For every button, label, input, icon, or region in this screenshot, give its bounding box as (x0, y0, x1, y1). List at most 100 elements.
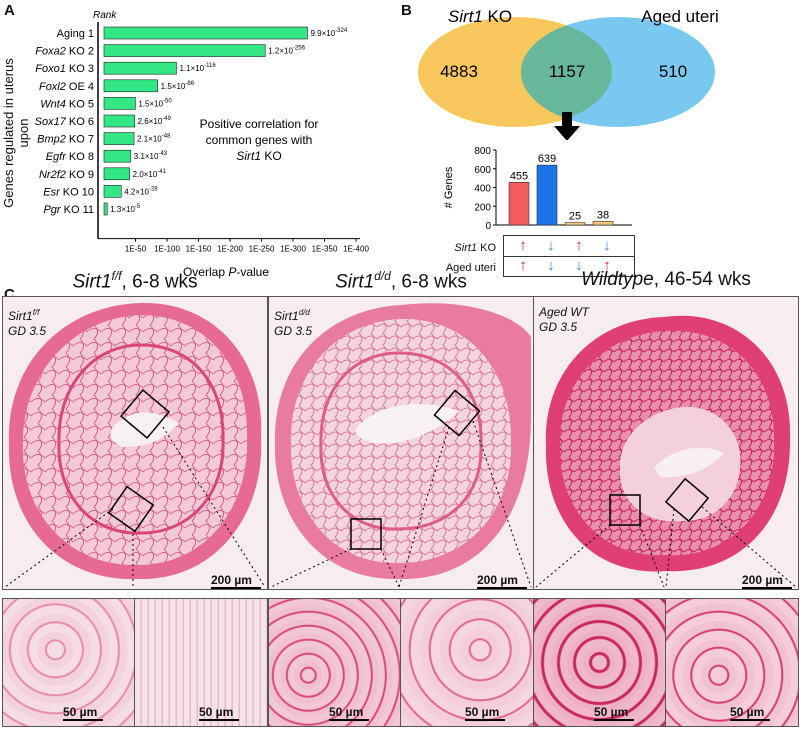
y-tick-label-b: 600 (474, 165, 491, 176)
arrow-down-icon: ↓ (547, 237, 555, 254)
value-label: 2.1×10-48 (137, 134, 171, 144)
value-label: 3.1×10-43 (134, 151, 168, 161)
category-label: Esr KO 10 (43, 186, 94, 198)
tissue-image-1 (4, 302, 266, 588)
y-tick-label-b: 0 (485, 221, 491, 232)
scale-bar-50-2a: 50 µm (329, 705, 369, 721)
y-tick-label-b: 800 (474, 146, 491, 157)
category-label: Nr2f2 KO 9 (39, 169, 94, 181)
category-label: Foxo1 KO 3 (35, 63, 94, 75)
venn-overlap-count: 1157 (549, 62, 586, 81)
category-label: Bmp2 KO 7 (37, 134, 94, 146)
category-label: Egfr KO 8 (46, 151, 94, 163)
row-label-aged: Aged uteri (445, 262, 496, 274)
zoom-row-2: 50 µm 50 µm (268, 598, 534, 727)
x-tick-label: 1E-50 (125, 245, 147, 254)
bar-esr (103, 185, 122, 198)
panel-c3-title: Wildtype, 46-54 wks (581, 269, 751, 290)
arrow-grid: ↑ ↓ ↑ ↓ ↑ ↓ ↓ ↑ (503, 235, 635, 277)
bar-foxl2 (103, 79, 158, 93)
bar-nr2f2 (103, 167, 130, 181)
arrow-up-icon: ↑ (519, 257, 527, 274)
scale-bar-200-1: 200 µm (211, 573, 261, 589)
value-label: 1.5×10-50 (138, 98, 172, 108)
venn-overlap (521, 17, 612, 127)
bar-foxa2 (103, 44, 266, 57)
value-label: 2.0×10-41 (133, 169, 167, 179)
venn-left-title: Sirt1 KO (448, 7, 512, 26)
venn-right-count: 510 (659, 62, 687, 81)
scale-bar-50-1b: 50 µm (199, 705, 239, 721)
annotation-line2: common genes with (206, 133, 313, 147)
y-axis-label-b: # Genes (443, 166, 455, 208)
histology-panel-sirt1-ff: Sirt1f/f GD 3.5 200 µm (2, 296, 268, 590)
panel-b-label: B (401, 2, 412, 19)
bar-up/down (564, 222, 586, 226)
category-label: Foxa2 KO 2 (35, 46, 94, 58)
scale-bar-200-3: 200 µm (742, 573, 792, 589)
row-label-sirt1: Sirt1 KO (454, 242, 496, 254)
bar-value-label: 455 (510, 170, 528, 182)
bar-value-label: 38 (597, 209, 609, 221)
bar-pgr (103, 202, 108, 216)
value-label: 1.5×10-86 (161, 81, 195, 91)
annotation-line1: Positive correlation for (200, 117, 319, 131)
y-tick-label-b: 400 (474, 184, 491, 195)
category-label: Sox17 KO 6 (35, 116, 94, 128)
x-tick-label: 1E-300 (280, 245, 306, 254)
venn-right-title: Aged uteri (641, 7, 719, 26)
venn-left-count: 4883 (440, 62, 478, 81)
bar-value-label: 639 (538, 153, 556, 165)
annotation-line3: Sirt1 KO (236, 149, 281, 163)
arrow-up-icon: ↑ (603, 257, 611, 274)
scale-bar-50-3a: 50 µm (594, 705, 634, 721)
bar-aging (103, 26, 308, 40)
x-tick-label: 1E-100 (154, 245, 180, 254)
arrow-up-icon: ↑ (575, 237, 583, 254)
panel-a-label: A (4, 2, 15, 19)
bar-sox17 (103, 114, 135, 128)
panel-c2-title: Sirt1d/d, 6-8 wks (335, 269, 467, 293)
tissue-image-3 (535, 315, 797, 588)
category-label: Pgr KO 11 (43, 204, 94, 216)
bar-down/up (592, 221, 614, 226)
scale-bar-50-2b: 50 µm (465, 705, 505, 721)
arrow-down-icon: ↓ (547, 257, 555, 274)
category-label: Aging 1 (57, 28, 94, 40)
zoom-row-3: 50 µm 50 µm (533, 598, 799, 727)
value-label: 2.6×10-49 (138, 116, 172, 126)
scale-bar-50-1a: 50 µm (63, 705, 103, 721)
bar-chart-overlap: Rank Aging 1 9.9×10-324 Foxa2 KO 2 1.2×10-2… (35, 10, 370, 279)
down-arrow-icon (554, 112, 580, 140)
value-label: 4.2×10-28 (124, 186, 158, 196)
histology-panel-sirt1-dd: Sirt1d/d GD 3.5 200 µm (268, 296, 534, 590)
zoom-row-1: 50 µm 50 µm (2, 598, 268, 727)
bar-up/up (508, 182, 530, 226)
bar-foxo1 (103, 61, 177, 75)
plate-label-3: Aged WT GD 3.5 (539, 305, 590, 334)
x-axis-label: Overlap P-value (183, 265, 269, 279)
bar-egfr (103, 149, 132, 163)
zoom-3a (534, 599, 665, 726)
tissue-image-2 (270, 303, 532, 588)
bar-down/down (536, 164, 558, 226)
scale-bar-50-3b: 50 µm (730, 705, 770, 721)
regulation-table: Sirt1 KO Aged uteri ↑ ↓ ↑ ↓ ↑ ↓ ↓ ↑ (423, 235, 643, 277)
histology-panel-aged-wt: Aged WT GD 3.5 200 µm (533, 296, 799, 590)
arrow-down-icon: ↓ (575, 257, 583, 274)
x-tick-label: 1E-400 (343, 245, 369, 254)
x-tick-label: 1E-200 (217, 245, 243, 254)
x-tick-label: 1E-250 (249, 245, 275, 254)
plate-label-2: Sirt1d/d GD 3.5 (274, 308, 313, 338)
zoom-3b (666, 599, 798, 726)
plate-label-1: Sirt1f/f GD 3.5 (8, 308, 47, 338)
y-tick-label-b: 200 (474, 202, 491, 213)
rank-header: Rank (93, 10, 117, 21)
category-label: Wnt4 KO 5 (40, 98, 94, 110)
value-label: 1.3×10-5 (110, 204, 141, 214)
zoom-2a (269, 599, 400, 726)
panel-c-label: C (4, 286, 15, 303)
arrow-down-icon: ↓ (603, 237, 611, 254)
panel-c1-title: Sirt1f/f, 6-8 wks (72, 269, 198, 293)
bar-value-label: 25 (569, 211, 581, 223)
